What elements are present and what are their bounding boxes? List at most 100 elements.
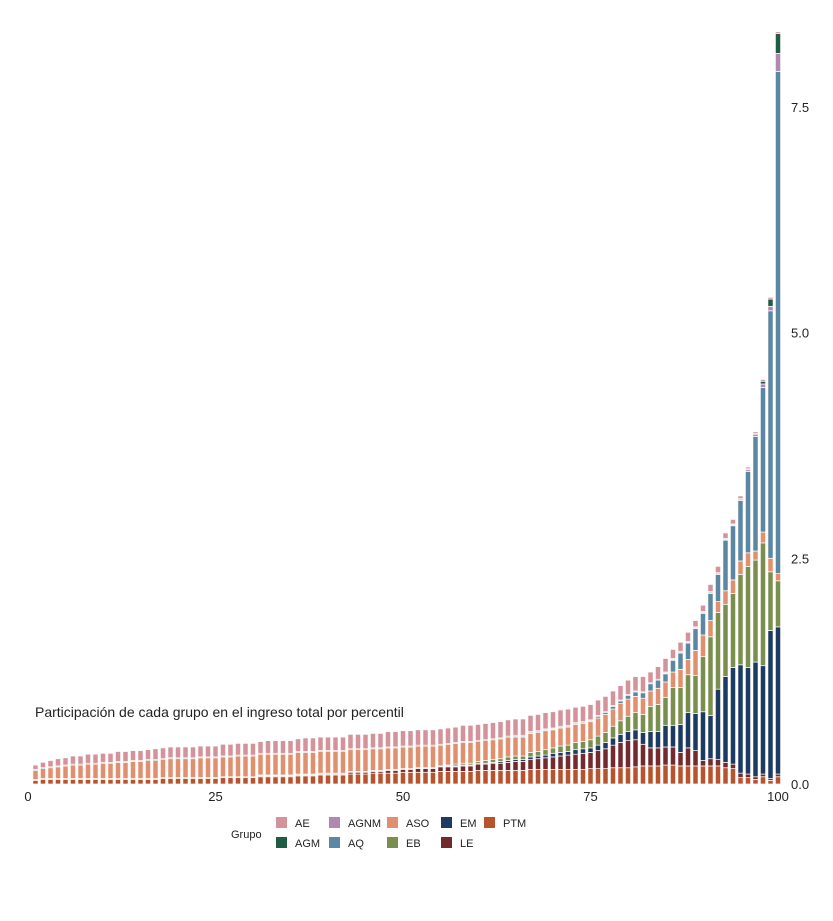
bar-segment-ptm-p91 [707, 765, 714, 785]
bar-segment-le-p66 [520, 761, 526, 771]
bar-segment-ae-p96 [745, 466, 751, 470]
bar-segment-ae-p62 [490, 722, 496, 740]
bar-segment-aso-p51 [407, 746, 414, 769]
bar-segment-aso-p40 [325, 751, 331, 774]
bar-segment-em-p71 [557, 752, 564, 757]
bar-segment-ptm-p3 [47, 779, 54, 785]
legend-label-eb: EB [406, 838, 421, 850]
bar-segment-aso-p78 [610, 708, 616, 727]
bar-segment-ptm-p19 [167, 778, 174, 785]
bar-segment-ae-p13 [122, 751, 129, 762]
bar-segment-ptm-p100 [775, 776, 781, 785]
bar-segment-ae-p68 [535, 714, 541, 732]
bar-segment-eb-p79 [617, 720, 624, 735]
x-tick-label: 25 [208, 789, 222, 804]
bar-segment-ptm-p65 [512, 770, 519, 785]
bar-segment-ptm-p51 [407, 771, 414, 785]
bar-segment-le-p92 [715, 759, 721, 767]
bar-segment-em-p70 [550, 752, 556, 758]
bar-segment-aso-p12 [115, 761, 121, 779]
bar-segment-aso-p32 [265, 753, 271, 776]
bar-segment-aso-p59 [467, 742, 474, 764]
legend-swatch-agnm [329, 817, 340, 828]
bar-segment-ptm-p30 [250, 777, 256, 785]
bar-segment-ae-p32 [265, 740, 271, 754]
bar-segment-ae-p40 [325, 736, 331, 751]
bar-segment-ae-p85 [662, 658, 669, 673]
bar-segment-aso-p10 [100, 762, 106, 779]
bar-segment-eb-p76 [595, 735, 601, 746]
bar-segment-ae-p5 [62, 757, 69, 766]
bar-segment-aso-p23 [197, 757, 204, 779]
bar-segment-ptm-p31 [257, 776, 264, 785]
bar-segment-ptm-p75 [587, 768, 594, 785]
bar-segment-aq-p87 [677, 652, 684, 670]
bar-segment-aso-p37 [302, 752, 309, 775]
bar-segment-ptm-p21 [182, 778, 189, 785]
bar-segment-ptm-p17 [152, 779, 159, 785]
bar-segment-aso-p28 [235, 755, 241, 778]
bar-segment-aso-p43 [347, 749, 354, 772]
bar-segment-ptm-p4 [55, 779, 61, 785]
bar-segment-le-p49 [392, 770, 399, 774]
bar-segment-ae-p55 [437, 728, 444, 745]
bar-segment-aso-p7 [77, 764, 84, 779]
bar-segment-le-p94 [730, 763, 736, 769]
bar-segment-ptm-p34 [280, 776, 286, 785]
legend-swatch-ptm [484, 817, 495, 828]
bar-segment-ptm-p24 [205, 778, 211, 785]
bar-segment-aso-p93 [722, 590, 729, 605]
bar-segment-le-p75 [587, 752, 594, 769]
chart-title: Participación de cada grupo en el ingres… [35, 704, 404, 720]
bar-segment-eb-p66 [520, 755, 526, 760]
bar-segment-aso-p4 [55, 766, 61, 779]
bar-segment-aso-p84 [655, 687, 661, 705]
bar-segment-ae-p86 [670, 649, 676, 659]
bar-segment-ptm-p72 [565, 769, 571, 785]
bar-segment-ae-p3 [47, 760, 54, 768]
legend-label-ptm: PTM [503, 818, 526, 830]
bar-segment-ae-p52 [415, 729, 421, 746]
bar-segment-ae-p49 [392, 731, 399, 748]
bar-segment-aso-p81 [632, 696, 639, 714]
bar-segment-ptm-p58 [460, 771, 466, 785]
bar-segment-ae-p39 [317, 736, 324, 751]
bar-segment-em-p88 [685, 712, 691, 749]
bar-segment-ptm-p80 [625, 767, 631, 785]
bar-segment-ae-p72 [565, 708, 571, 726]
bar-segment-aso-p26 [220, 756, 226, 778]
bar-segment-ptm-p11 [107, 779, 114, 785]
bar-segment-ae-p71 [557, 709, 564, 727]
bar-segment-ae-p7 [77, 755, 84, 765]
bar-segment-eb-p91 [707, 636, 714, 716]
bar-segment-em-p99 [767, 630, 774, 779]
bar-segment-ae-p22 [190, 746, 196, 759]
bar-segment-ptm-p61 [482, 770, 489, 785]
bar-segment-ae-p81 [632, 676, 639, 692]
bar-segment-ae-p36 [295, 738, 301, 752]
bar-segment-aso-p45 [362, 749, 369, 772]
bar-segment-ptm-p60 [475, 770, 481, 785]
bar-segment-ptm-p54 [430, 771, 436, 785]
bar-segment-ptm-p81 [632, 766, 639, 785]
bar-segment-ptm-p68 [535, 769, 541, 785]
bar-segment-ptm-p15 [137, 779, 144, 785]
bar-segment-em-p77 [602, 742, 609, 750]
bar-segment-ptm-p78 [610, 767, 616, 785]
bar-segment-ae-p66 [520, 718, 526, 736]
bar-segment-aso-p64 [505, 736, 511, 758]
bar-segment-em-p86 [670, 724, 676, 748]
bar-segment-aso-p50 [400, 746, 406, 769]
bar-segment-ptm-p99 [767, 780, 774, 785]
bar-segment-le-p97 [752, 776, 759, 780]
bar-segment-aso-p77 [602, 714, 609, 733]
bar-segment-ptm-p39 [317, 774, 324, 785]
bar-segment-em-p97 [752, 661, 759, 778]
legend-label-aso: ASO [406, 818, 430, 830]
bar-segment-aq-p90 [700, 612, 706, 636]
bar-segment-em-p75 [587, 747, 594, 753]
bar-segment-aso-p58 [460, 742, 466, 764]
bar-segment-eb-p74 [580, 741, 586, 750]
bar-segment-aso-p61 [482, 740, 489, 761]
